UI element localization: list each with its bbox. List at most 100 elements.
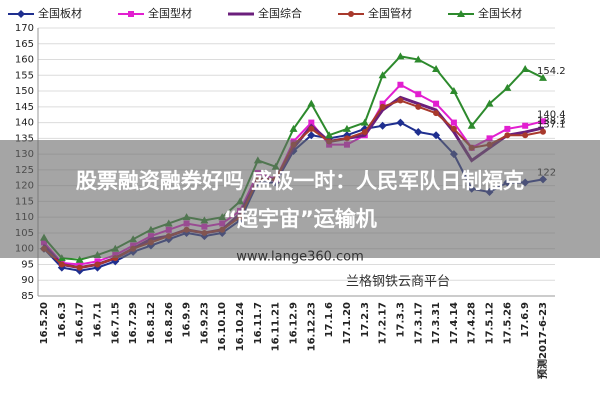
marker <box>539 73 547 81</box>
marker <box>486 135 493 142</box>
legend-label: 全国板材 <box>38 6 82 20</box>
marker <box>522 132 529 139</box>
x-tick-label: 16.6.17 <box>75 302 86 344</box>
y-tick-label: 165 <box>15 39 34 50</box>
x-tick-label: 16.10.24 <box>235 302 246 351</box>
marker <box>415 91 422 98</box>
y-tick-label: 90 <box>21 275 34 286</box>
headline: 股票融资融券好吗 盛极一时：人民军队日制福克 <box>76 169 524 193</box>
legend-label: 全国长材 <box>478 6 522 20</box>
marker <box>378 71 387 79</box>
y-tick-label: 95 <box>21 259 34 270</box>
marker <box>360 118 369 126</box>
marker <box>504 132 511 139</box>
banner <box>0 140 600 258</box>
end-value-label: 154.2 <box>537 66 566 77</box>
y-tick-label: 145 <box>15 102 34 113</box>
marker <box>378 121 387 130</box>
marker <box>415 103 422 110</box>
marker <box>504 125 511 132</box>
marker <box>457 10 465 17</box>
y-tick-label: 140 <box>15 118 34 129</box>
marker <box>325 131 334 139</box>
marker <box>348 11 354 17</box>
x-tick-label: 17.4.28 <box>467 302 478 344</box>
marker <box>503 83 512 91</box>
x-tick-label: 16.12.23 <box>306 302 317 351</box>
x-tick-label: 16.11.21 <box>271 302 282 351</box>
end-value-label: 137.1 <box>537 120 566 131</box>
y-tick-label: 135 <box>15 133 34 144</box>
marker <box>75 255 84 263</box>
x-tick-label: 16.10.10 <box>217 302 228 351</box>
marker <box>485 99 494 107</box>
marker <box>433 110 440 117</box>
x-tick-label: 16.9.9 <box>182 302 193 337</box>
watermark-url: www.lange360.com <box>236 250 364 265</box>
marker <box>76 261 83 268</box>
x-tick-label: 17.1.6 <box>324 302 335 337</box>
y-tick-label: 85 <box>21 291 34 302</box>
marker <box>540 128 546 135</box>
marker <box>379 100 386 107</box>
marker <box>396 118 405 127</box>
x-tick-label: 16.8.26 <box>164 302 175 344</box>
end-value-label: 138.3 <box>537 116 566 127</box>
marker <box>522 122 529 129</box>
marker <box>432 64 441 72</box>
marker <box>343 135 350 142</box>
x-tick-label: 16.5.20 <box>39 302 50 344</box>
marker <box>467 121 476 129</box>
marker <box>17 10 25 18</box>
marker <box>521 64 530 72</box>
x-tick-label: 16.8.12 <box>146 302 157 344</box>
x-tick-label: 16.9.23 <box>199 302 210 344</box>
y-tick-label: 155 <box>15 70 34 81</box>
x-tick-label: 17.3.17 <box>413 302 424 344</box>
marker <box>450 125 457 132</box>
marker <box>433 100 440 107</box>
marker <box>76 264 83 271</box>
watermark-platform: 兰格钢铁云商平台 <box>346 274 450 290</box>
x-tick-label: 16.12.9 <box>289 302 300 344</box>
marker <box>540 118 546 125</box>
x-tick-label: 17.5.26 <box>502 302 513 344</box>
marker <box>94 258 101 265</box>
point <box>541 126 545 130</box>
y-tick-label: 150 <box>15 86 34 97</box>
marker <box>414 55 423 63</box>
marker <box>361 129 368 136</box>
marker <box>289 124 298 132</box>
headline: “超宇宙”运输机 <box>223 207 377 231</box>
marker <box>307 131 316 140</box>
marker <box>128 11 134 17</box>
marker <box>307 99 316 107</box>
x-tick-label: 预测2017-6-23 <box>536 302 549 379</box>
marker <box>450 119 457 126</box>
x-tick-label: 17.6.9 <box>520 302 531 337</box>
x-tick-label: 16.7.1 <box>92 302 103 337</box>
marker <box>397 81 404 88</box>
x-tick-label: 17.1.20 <box>342 302 353 344</box>
marker <box>342 124 351 132</box>
x-tick-label: 16.7.15 <box>110 302 121 344</box>
marker <box>396 52 405 60</box>
x-tick-label: 17.2.3 <box>360 302 371 337</box>
x-tick-label: 17.4.14 <box>449 302 460 344</box>
legend-label: 全国综合 <box>258 6 302 20</box>
x-tick-label: 16.7.29 <box>128 302 139 344</box>
marker <box>397 97 404 104</box>
x-tick-label: 16.11.7 <box>253 302 264 344</box>
marker <box>432 131 441 140</box>
legend-label: 全国型材 <box>148 6 192 20</box>
x-tick-label: 17.3.31 <box>431 302 442 344</box>
x-tick-label: 17.3.3 <box>395 302 406 337</box>
marker <box>414 128 423 137</box>
marker <box>449 87 458 95</box>
end-value-label: 140.4 <box>537 109 566 120</box>
marker <box>379 103 386 110</box>
y-tick-label: 160 <box>15 55 34 66</box>
legend-label: 全国管材 <box>368 6 412 20</box>
